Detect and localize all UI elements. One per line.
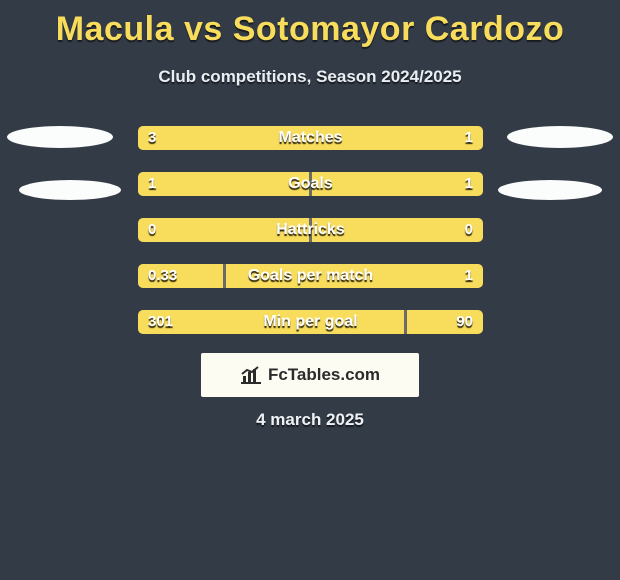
- page-title: Macula vs Sotomayor Cardozo: [0, 0, 620, 49]
- stat-row: 30190Min per goal: [138, 310, 483, 334]
- source-label: FcTables.com: [268, 365, 380, 385]
- stat-value-left: 0: [138, 218, 166, 242]
- stat-row: 00Hattricks: [138, 218, 483, 242]
- stat-rows: 31Matches11Goals00Hattricks0.331Goals pe…: [138, 126, 483, 356]
- stat-value-left: 3: [138, 126, 166, 150]
- avatar-ellipse: [507, 126, 613, 148]
- avatar-ellipse: [19, 180, 121, 200]
- stat-value-right: 0: [455, 218, 483, 242]
- stat-row: 11Goals: [138, 172, 483, 196]
- avatar-ellipse: [7, 126, 113, 148]
- source-badge: FcTables.com: [201, 353, 419, 397]
- stat-value-left: 0.33: [138, 264, 187, 288]
- chart-icon: [240, 366, 262, 384]
- stat-value-right: 90: [446, 310, 483, 334]
- comparison-card: Macula vs Sotomayor Cardozo Club competi…: [0, 0, 620, 580]
- stat-value-right: 1: [455, 126, 483, 150]
- stat-row: 0.331Goals per match: [138, 264, 483, 288]
- stat-value-right: 1: [455, 172, 483, 196]
- stat-value-right: 1: [455, 264, 483, 288]
- stat-value-left: 1: [138, 172, 166, 196]
- stat-bar-right: [226, 264, 483, 288]
- stat-value-left: 301: [138, 310, 183, 334]
- date-label: 4 march 2025: [0, 410, 620, 430]
- stat-row: 31Matches: [138, 126, 483, 150]
- subtitle: Club competitions, Season 2024/2025: [0, 67, 620, 87]
- avatar-ellipse: [498, 180, 602, 200]
- stat-bar-left: [138, 126, 397, 150]
